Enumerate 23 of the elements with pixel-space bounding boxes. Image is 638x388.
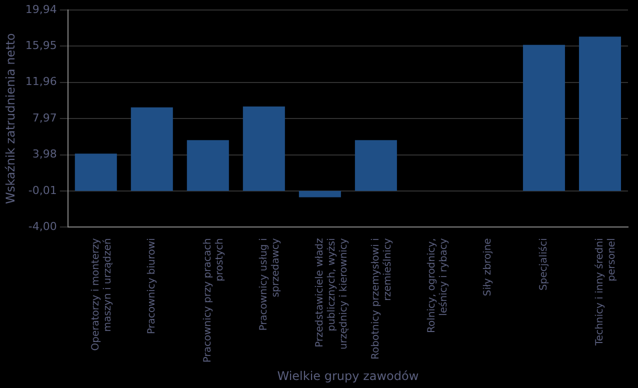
bar: [130, 107, 173, 191]
y-tick-label: -0,01: [28, 184, 57, 197]
bar: [522, 44, 565, 191]
y-tick-label: -4,00: [28, 220, 57, 234]
y-axis-title: Wskaźnik zatrudnienia netto: [3, 33, 18, 204]
x-axis-title: Wielkie grupy zawodów: [277, 368, 419, 383]
x-tick-label: Specjaliści: [538, 238, 550, 290]
bar: [242, 106, 285, 191]
y-tick-label: 3,98: [32, 148, 57, 161]
x-tick-label: Siły zbrojne: [482, 238, 494, 296]
y-tick-label: 7,97: [32, 111, 57, 124]
x-tick-label: Pracownicy biurowi: [146, 238, 158, 334]
x-tick-label: Pracownicy przy pracach prostych: [202, 238, 226, 363]
bar: [354, 140, 397, 191]
y-tick-label: 19,94: [25, 2, 57, 16]
y-tick-label: 11,96: [25, 75, 57, 88]
bar: [186, 140, 229, 191]
bar: [74, 154, 117, 191]
x-tick-label: Technicy i inny średni personel: [594, 238, 618, 346]
bar: [578, 36, 621, 191]
bar: [298, 190, 341, 198]
x-tick-label: Operatorzy i monterzy maszyn i urządzeń: [90, 238, 114, 351]
y-tick-label: 15,95: [25, 39, 57, 52]
